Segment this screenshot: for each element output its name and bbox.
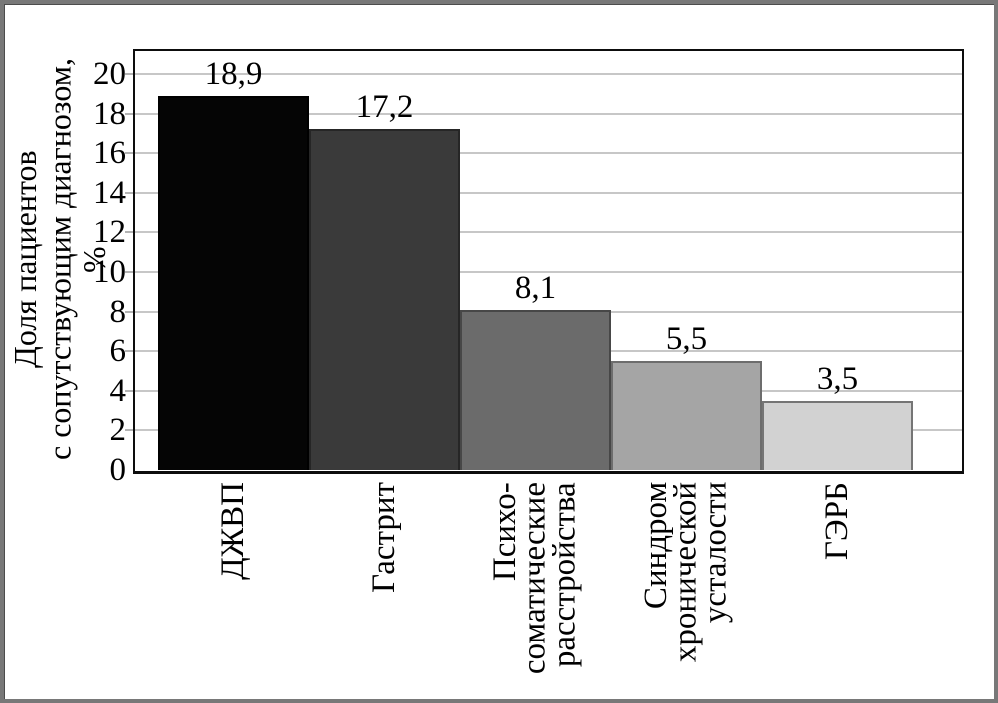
y-tick-mark — [125, 231, 133, 233]
gridline — [135, 271, 962, 273]
gridline — [135, 73, 962, 75]
y-tick-label: 12 — [93, 214, 126, 250]
category-label-cell: Психо- соматические расстройства — [460, 482, 611, 699]
y-tick-label: 18 — [93, 96, 126, 132]
y-tick-mark — [125, 350, 133, 352]
y-tick-mark — [125, 311, 133, 313]
bar-value-label: 3,5 — [816, 361, 859, 397]
y-tick-mark — [125, 390, 133, 392]
y-tick-mark — [125, 73, 133, 75]
y-tick-label: 2 — [109, 412, 127, 448]
y-tick-label: 20 — [93, 56, 126, 92]
bar — [762, 401, 913, 470]
y-tick-mark — [125, 271, 133, 273]
bar-value-label: 8,1 — [514, 270, 557, 306]
bar-value-label: 18,9 — [204, 56, 263, 92]
y-tick-label: 16 — [93, 135, 126, 171]
category-label-cell: Гастрит — [309, 482, 460, 699]
bar — [158, 96, 309, 470]
category-label: ДЖВП — [214, 482, 251, 580]
y-tick-mark — [125, 152, 133, 154]
category-label: Психо- соматические расстройства — [486, 482, 583, 675]
gridline — [135, 231, 962, 233]
y-tick-label: 14 — [93, 175, 126, 211]
bar-value-label: 5,5 — [665, 321, 708, 357]
y-tick-label: 10 — [93, 254, 126, 290]
bar-value-label: 17,2 — [355, 89, 414, 125]
category-label-cell: Синдром хронической усталости — [611, 482, 762, 699]
category-label: Синдром хронической усталости — [637, 482, 734, 663]
gridline — [135, 192, 962, 194]
y-tick-label: 6 — [109, 333, 127, 369]
y-tick-mark — [125, 429, 133, 431]
gridline — [135, 152, 962, 154]
bar — [309, 129, 460, 470]
category-label: Гастрит — [365, 482, 402, 593]
category-label-cell: ГЭРБ — [762, 482, 913, 699]
bar — [611, 361, 762, 470]
y-tick-label: 4 — [109, 373, 127, 409]
gridline — [135, 113, 962, 115]
bar — [460, 310, 611, 470]
y-tick-label: 8 — [109, 294, 127, 330]
y-tick-mark — [125, 113, 133, 115]
category-label-cell: ДЖВП — [158, 482, 309, 699]
category-label: ГЭРБ — [818, 482, 855, 561]
y-tick-mark — [125, 192, 133, 194]
y-tick-label: 0 — [109, 452, 127, 488]
